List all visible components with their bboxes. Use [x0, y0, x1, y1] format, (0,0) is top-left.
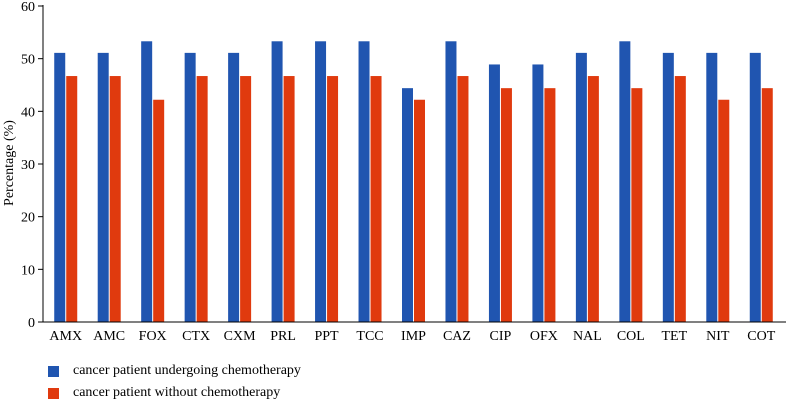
bar-amx-series-1 — [54, 52, 66, 323]
bar-series — [54, 41, 773, 323]
legend-swatch-no-chemotherapy — [48, 387, 59, 399]
y-axis-ticks: 0 10 20 30 40 50 60 — [21, 0, 43, 331]
bar-prl-series-2 — [283, 76, 295, 323]
bar-tcc-series-1 — [358, 41, 370, 322]
bar-tet-series-2 — [674, 76, 686, 323]
bar-amx-series-2 — [66, 76, 78, 323]
x-tick-label-prl: PRL — [270, 329, 296, 344]
bar-ppt-series-2 — [327, 76, 339, 323]
x-tick-label-cxm: CXM — [224, 329, 256, 344]
bar-chart: Percentage (%) 0 10 20 30 40 50 60 AMX AMC FOX CT… — [2, 0, 786, 344]
x-tick-label-col: COL — [617, 329, 645, 344]
bar-ctx-series-2 — [196, 76, 208, 323]
x-tick-label-amc: AMC — [93, 329, 125, 344]
bar-nit-series-2 — [718, 99, 730, 322]
y-tick-label: 30 — [21, 158, 35, 173]
x-tick-label-cip: CIP — [490, 329, 512, 344]
bar-imp-series-2 — [414, 99, 425, 322]
legend-swatch-chemotherapy — [48, 365, 59, 377]
x-tick-label-nal: NAL — [573, 329, 602, 344]
x-tick-label-cot: COT — [747, 329, 775, 344]
chart-legend: cancer patient undergoing chemotherapy c… — [48, 360, 301, 404]
y-tick-label: 50 — [21, 53, 35, 68]
y-tick-label: 60 — [21, 0, 35, 15]
x-tick-label-ofx: OFX — [530, 329, 558, 344]
bar-cxm-series-2 — [240, 76, 252, 323]
bar-nit-series-1 — [706, 52, 718, 323]
bar-fox-series-2 — [153, 99, 165, 322]
bar-ctx-series-1 — [184, 52, 196, 323]
x-tick-label-nit: NIT — [706, 329, 730, 344]
legend-label-chemotherapy: cancer patient undergoing chemotherapy — [73, 363, 301, 378]
bar-ofx-series-1 — [532, 64, 544, 323]
bar-tet-series-1 — [662, 52, 674, 323]
x-axis-tick-labels: AMX AMC FOX CTX CXM PRL PPT TCC IMP CAZ CIP OFX NAL C… — [49, 329, 775, 344]
legend-item-chemotherapy: cancer patient undergoing chemotherapy — [48, 360, 301, 382]
x-tick-label-tet: TET — [661, 329, 687, 344]
x-tick-label-amx: AMX — [49, 329, 82, 344]
bar-cxm-series-1 — [228, 52, 240, 323]
y-tick-label: 20 — [21, 211, 35, 226]
bar-ppt-series-1 — [315, 41, 327, 322]
bar-col-series-2 — [631, 88, 643, 322]
bar-caz-series-1 — [445, 41, 457, 322]
x-tick-label-imp: IMP — [401, 329, 426, 344]
x-tick-label-ctx: CTX — [182, 329, 210, 344]
bar-imp-series-1 — [402, 88, 413, 322]
x-tick-label-fox: FOX — [139, 329, 167, 344]
bar-ofx-series-2 — [544, 88, 556, 322]
bar-cip-series-1 — [488, 64, 500, 323]
bar-cot-series-1 — [749, 52, 761, 323]
bar-amc-series-1 — [97, 52, 109, 323]
x-tick-label-tcc: TCC — [356, 329, 383, 344]
x-tick-label-ppt: PPT — [314, 329, 339, 344]
bar-nal-series-2 — [587, 76, 599, 323]
bar-caz-series-2 — [457, 76, 469, 323]
y-axis-label: Percentage (%) — [2, 120, 17, 206]
bar-fox-series-1 — [141, 41, 153, 322]
y-tick-label: 40 — [21, 105, 35, 120]
bar-nal-series-1 — [575, 52, 587, 323]
bar-prl-series-1 — [271, 41, 283, 322]
bar-cot-series-2 — [761, 88, 773, 322]
y-tick-label: 0 — [28, 316, 35, 331]
legend-label-no-chemotherapy: cancer patient without chemotherapy — [73, 385, 281, 400]
legend-item-no-chemotherapy: cancer patient without chemotherapy — [48, 382, 301, 404]
x-tick-label-caz: CAZ — [443, 329, 471, 344]
bar-cip-series-2 — [500, 88, 512, 322]
bar-col-series-1 — [619, 41, 631, 322]
bar-tcc-series-2 — [370, 76, 382, 323]
y-tick-label: 10 — [21, 263, 35, 278]
bar-amc-series-2 — [109, 76, 121, 323]
